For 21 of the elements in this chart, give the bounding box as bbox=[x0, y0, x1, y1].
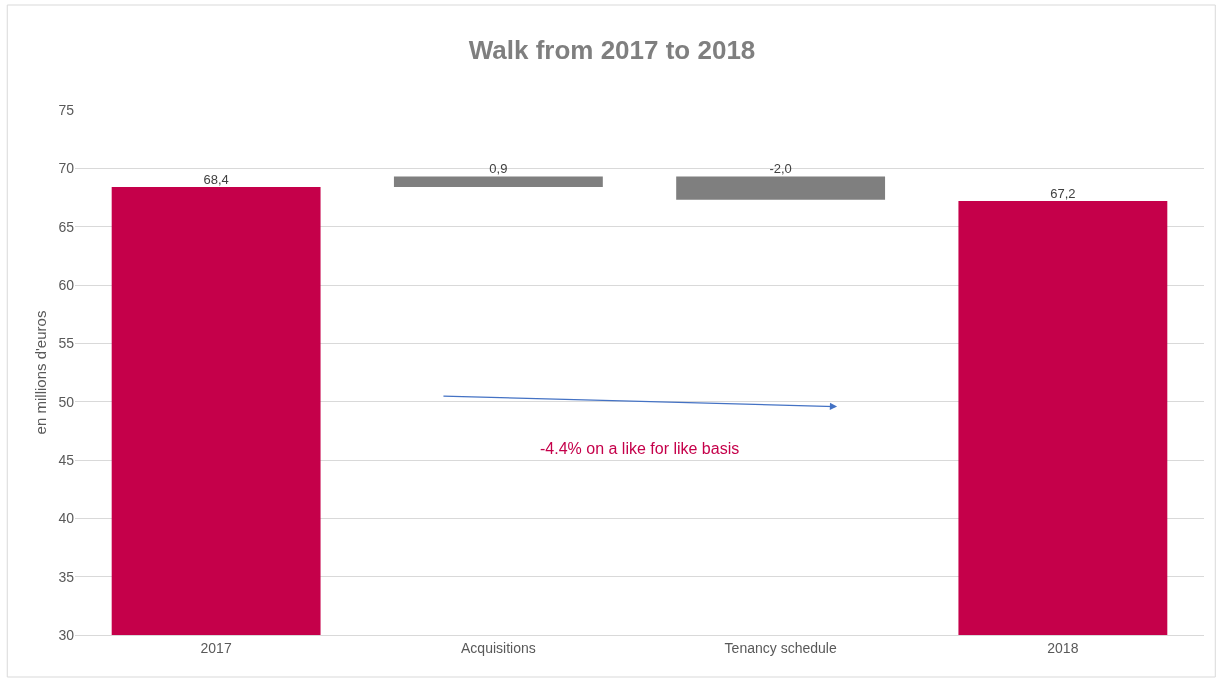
y-tick-label: 60 bbox=[58, 276, 75, 293]
x-tick-label: 2018 bbox=[1047, 639, 1079, 656]
data-label: 67,2 bbox=[1050, 185, 1076, 201]
chart-title: Walk from 2017 to 2018 bbox=[468, 35, 756, 65]
y-tick-label: 70 bbox=[58, 160, 75, 177]
y-tick-label: 45 bbox=[58, 451, 75, 468]
x-tick-label: 2017 bbox=[200, 639, 232, 656]
data-label: 0,9 bbox=[489, 161, 508, 177]
x-tick-label: Tenancy schedule bbox=[724, 639, 837, 656]
annotation: -4.4% on a like for like basis bbox=[540, 440, 740, 457]
y-axis-title: en millions d'euros bbox=[31, 310, 49, 435]
y-tick-label: 55 bbox=[58, 335, 75, 352]
y-tick-label: 75 bbox=[58, 101, 75, 118]
x-tick-label: Acquisitions bbox=[461, 639, 536, 656]
y-tick-label: 50 bbox=[58, 393, 75, 410]
y-tick-label: 30 bbox=[58, 626, 75, 643]
data-label: 68,4 bbox=[203, 171, 229, 187]
y-tick-label: 65 bbox=[58, 218, 75, 235]
y-tick-label: 35 bbox=[58, 568, 75, 585]
data-label: -2,0 bbox=[769, 161, 792, 177]
y-tick-label: 40 bbox=[58, 510, 75, 527]
